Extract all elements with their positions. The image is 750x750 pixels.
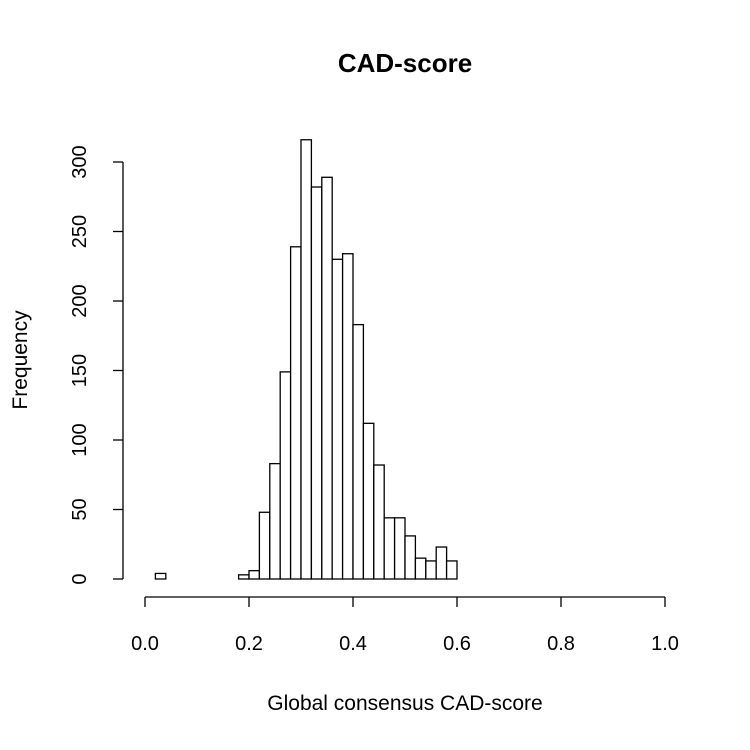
histogram-bar bbox=[393, 517, 406, 580]
histogram-bar bbox=[383, 517, 396, 580]
histogram-bar bbox=[425, 560, 437, 580]
histogram-bar bbox=[269, 462, 281, 580]
histogram-bar bbox=[310, 186, 323, 580]
histogram-bar bbox=[445, 560, 458, 580]
y-tick-label: 50 bbox=[69, 498, 91, 520]
histogram-bar bbox=[373, 464, 385, 580]
y-tick-label: 150 bbox=[69, 354, 91, 387]
x-tick-label: 0.0 bbox=[131, 633, 159, 655]
y-tick-label: 300 bbox=[69, 145, 91, 178]
histogram-bar bbox=[300, 139, 313, 580]
x-tick-label: 0.6 bbox=[443, 633, 471, 655]
y-axis: 0 50 100 150 200 250 300 bbox=[69, 145, 124, 585]
x-tick-label: 0.8 bbox=[547, 633, 575, 655]
histogram-bar bbox=[237, 574, 250, 580]
histogram-bar bbox=[435, 546, 448, 580]
histogram-bar bbox=[289, 246, 302, 580]
y-tick-label: 100 bbox=[69, 423, 91, 456]
histogram-bars bbox=[154, 139, 458, 580]
y-axis-label: Frequency bbox=[9, 310, 32, 410]
histogram-bar bbox=[341, 253, 354, 580]
x-axis: 0.0 0.2 0.4 0.6 0.8 1.0 bbox=[131, 596, 679, 655]
y-tick-label: 0 bbox=[69, 573, 91, 584]
histogram-bar bbox=[248, 570, 261, 580]
y-tick-label: 250 bbox=[69, 215, 91, 248]
histogram-bar bbox=[321, 176, 333, 580]
x-tick-label: 0.2 bbox=[235, 633, 263, 655]
histogram-bar bbox=[414, 557, 427, 580]
chart-title: CAD-score bbox=[338, 48, 472, 78]
histogram-bar bbox=[331, 258, 344, 580]
x-axis-label: Global consensus CAD-score bbox=[267, 692, 542, 715]
histogram-bar bbox=[154, 572, 167, 580]
y-tick-label: 200 bbox=[69, 284, 91, 317]
x-tick-label: 1.0 bbox=[651, 633, 679, 655]
histogram-bar bbox=[352, 323, 365, 580]
histogram-bar bbox=[258, 511, 271, 580]
histogram-bar bbox=[362, 422, 375, 580]
histogram-bar bbox=[404, 535, 417, 580]
histogram-bar bbox=[279, 371, 292, 580]
x-tick-label: 0.4 bbox=[339, 633, 367, 655]
